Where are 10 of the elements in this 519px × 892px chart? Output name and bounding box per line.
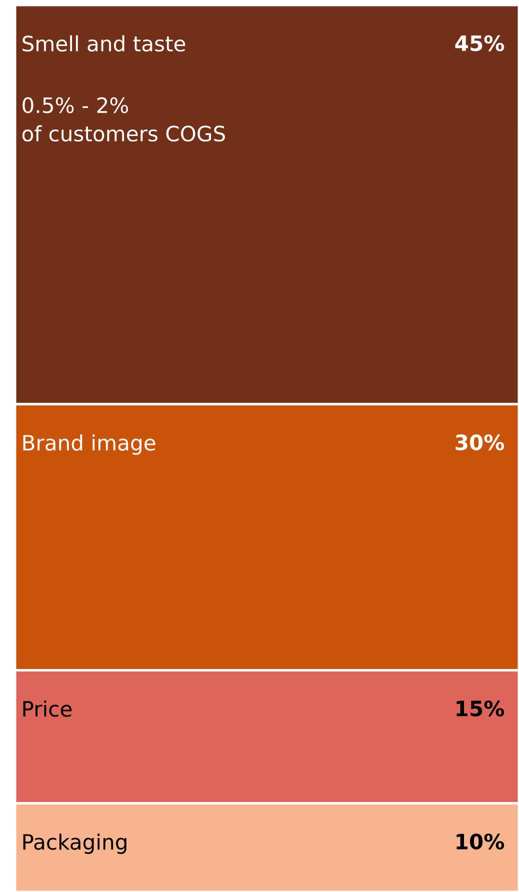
annotation: of customers COGS xyxy=(22,125,225,142)
series-label: Price xyxy=(23,700,72,717)
annotation: 0.5% - 2% xyxy=(22,97,128,114)
series-label: Packaging xyxy=(23,834,126,854)
data-label: 45% xyxy=(455,35,504,52)
data-label: 10% xyxy=(456,834,504,850)
series-label: Brand image xyxy=(23,434,156,455)
data-label: 30% xyxy=(456,434,504,450)
series-label: Smell and taste xyxy=(22,35,186,52)
data-label: 15% xyxy=(456,700,504,716)
